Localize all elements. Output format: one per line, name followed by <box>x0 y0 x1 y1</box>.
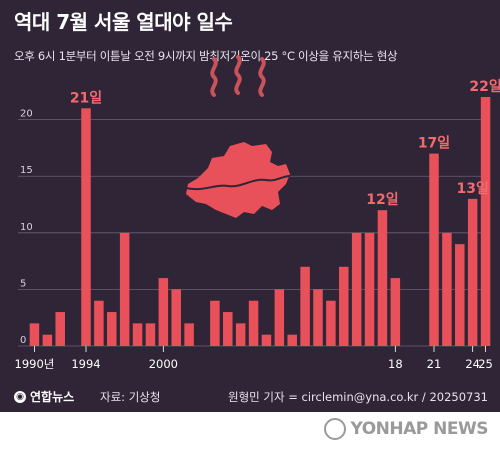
logo-text: 연합뉴스 <box>30 390 75 404</box>
watermark-text: YONHAP NEWS <box>350 419 489 439</box>
bar <box>171 289 181 346</box>
bar <box>119 232 130 346</box>
bar <box>55 312 65 346</box>
data-label: 22일 <box>469 79 500 95</box>
bars <box>29 97 491 347</box>
bar <box>107 312 117 346</box>
bar <box>94 300 104 346</box>
bar <box>29 323 40 346</box>
bar <box>42 334 53 346</box>
bar <box>339 266 349 346</box>
watermark-logo-icon <box>323 418 346 440</box>
author-credit: 원형민 기자 = circlemin@yna.co.kr / 20250731 <box>228 390 488 404</box>
han-river <box>185 175 291 191</box>
yonhap-logo-icon: ◉ <box>14 390 26 403</box>
bar <box>467 198 478 346</box>
data-label: 17일 <box>418 136 450 152</box>
bar <box>480 97 491 346</box>
data-label: 12일 <box>366 192 398 208</box>
yonhap-logo: ◉ 연합뉴스 <box>14 388 74 405</box>
bar <box>81 108 91 347</box>
data-label: 13일 <box>456 181 488 197</box>
bar <box>145 323 156 346</box>
x-tick-label: 25 <box>478 357 493 371</box>
bar <box>223 312 233 346</box>
bar <box>313 289 323 346</box>
seoul-map-icon <box>186 142 290 218</box>
y-tick-label: 20 <box>20 109 33 120</box>
bar <box>248 300 259 346</box>
x-tick-label: 1994 <box>71 357 100 371</box>
bar <box>287 334 297 346</box>
bar <box>132 323 143 346</box>
bar <box>326 300 336 346</box>
bar <box>300 266 310 346</box>
infographic-card: 역대 7월 서울 열대야 일수 오후 6시 1분부터 이튿날 오전 9시까지 밤… <box>0 0 500 412</box>
y-tick-label: 0 <box>20 335 26 346</box>
bar <box>442 232 452 346</box>
data-label: 21일 <box>70 90 102 106</box>
y-tick-label: 10 <box>20 222 33 233</box>
data-source: 자료: 기상청 <box>100 390 161 404</box>
x-tick-label: 24 <box>465 357 480 371</box>
bar <box>274 289 285 346</box>
bar <box>158 278 169 346</box>
chart-subtitle: 오후 6시 1분부터 이튿날 오전 9시까지 밤최저기온이 25 °C 이상을 … <box>14 49 398 63</box>
bar <box>390 278 401 346</box>
yonhap-watermark: YONHAP NEWS <box>323 418 489 440</box>
x-tick-label: 2000 <box>149 357 178 371</box>
bar <box>351 232 362 346</box>
bar <box>455 244 465 346</box>
bar <box>210 300 220 346</box>
x-tick-label: 21 <box>427 357 442 371</box>
x-tick-label: 18 <box>388 357 403 371</box>
value-annotations: 21일 12일 17일 13일 22일 <box>70 79 500 208</box>
bar <box>261 334 272 346</box>
x-tick-label: 1990년 <box>15 357 55 371</box>
bar <box>364 232 375 346</box>
bar <box>377 210 388 346</box>
seoul-map-illustration <box>185 55 291 218</box>
bar <box>184 323 194 346</box>
y-tick-label: 15 <box>20 165 33 176</box>
heat-wave-icon <box>210 55 266 97</box>
chart-title: 역대 7월 서울 열대야 일수 <box>14 10 233 34</box>
bar <box>429 153 439 346</box>
bar <box>235 323 246 346</box>
y-tick-label: 5 <box>20 278 26 289</box>
y-axis-ticks: 0 5 10 15 20 <box>20 109 33 346</box>
